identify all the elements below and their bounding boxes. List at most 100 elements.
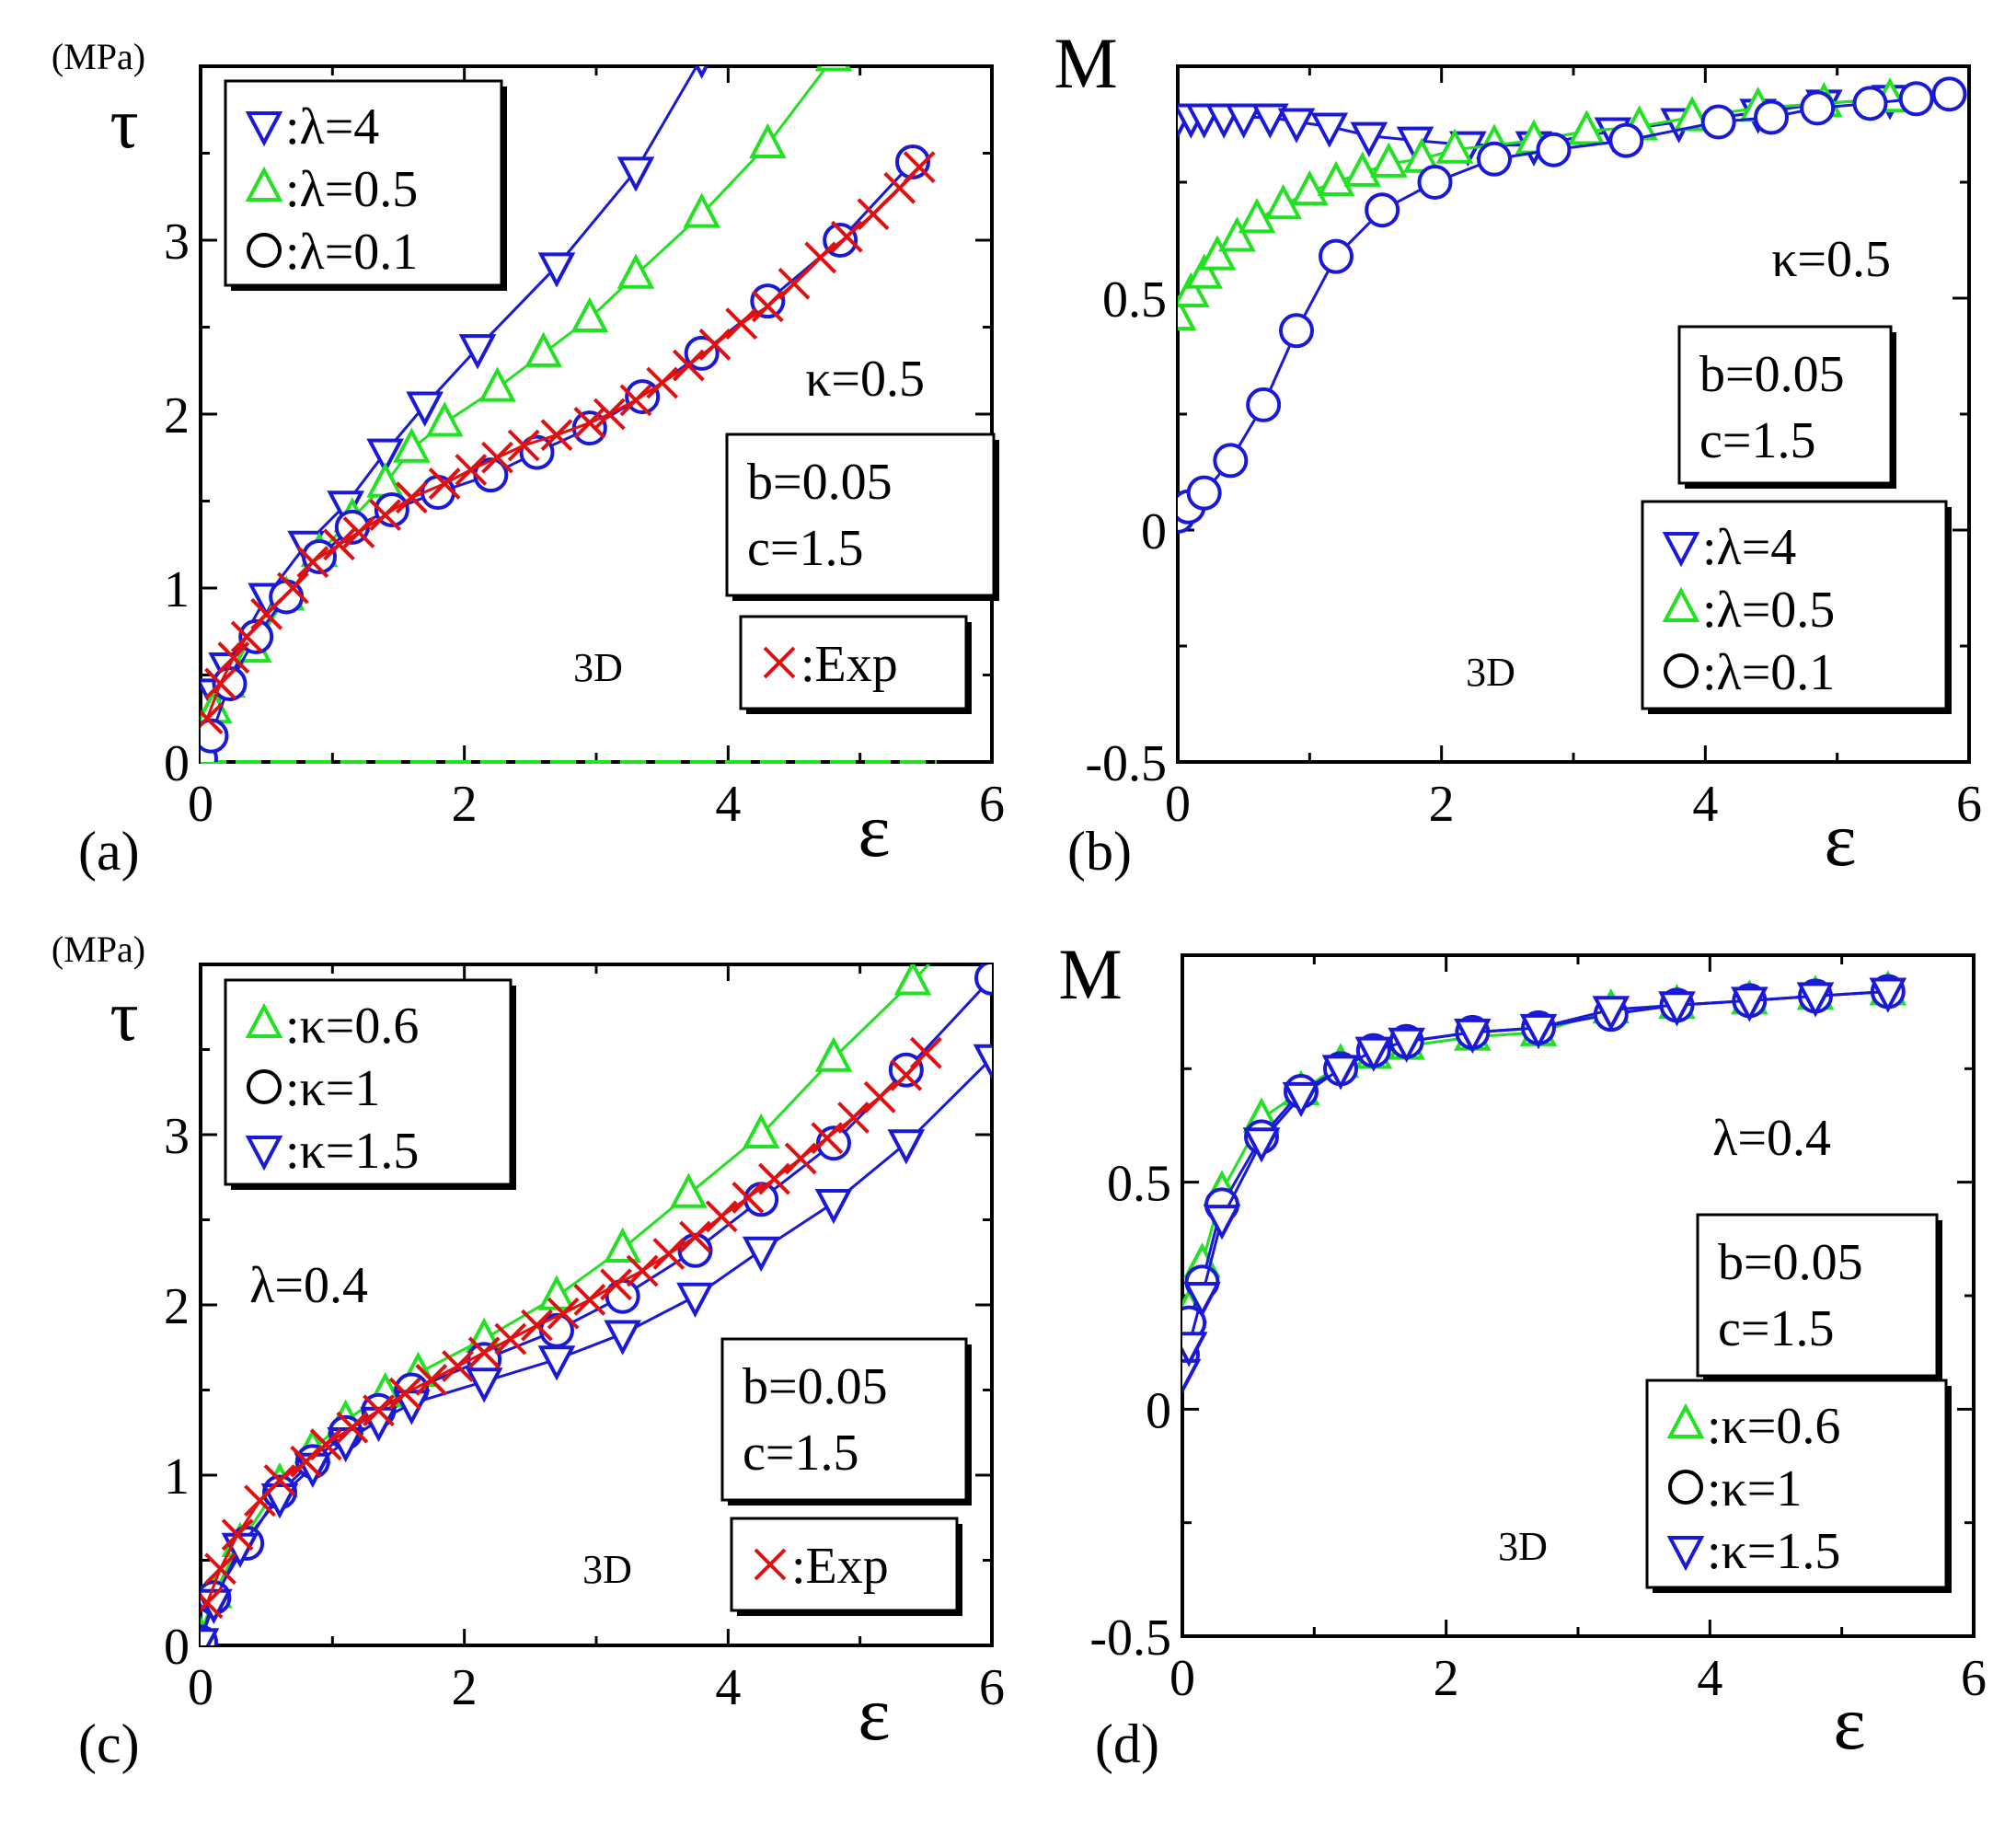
data-point <box>811 1122 844 1155</box>
legend-label: :κ=1.5 <box>1707 1523 1840 1580</box>
legend-label: :κ=1.5 <box>285 1123 419 1180</box>
annotation-parameter: κ=0.5 <box>805 351 925 408</box>
data-point <box>676 1282 714 1319</box>
data-point <box>888 1052 924 1088</box>
y-tick-label: 2 <box>164 1278 190 1335</box>
data-point <box>201 1586 224 1620</box>
data-point <box>406 391 444 427</box>
data-point <box>1279 313 1314 349</box>
y-tick-label: 1 <box>164 561 190 618</box>
y-tick-label: 0 <box>164 1619 190 1676</box>
data-point <box>1731 986 1768 1022</box>
legend-label: :Exp <box>801 636 898 693</box>
annotation-parameter: λ=0.4 <box>1712 1110 1831 1167</box>
data-point <box>974 964 992 996</box>
y-axis-label: M <box>1058 934 1122 1014</box>
annotation-parameter: κ=0.5 <box>1771 231 1891 288</box>
data-point <box>521 1309 553 1342</box>
y-tick-label: 1 <box>164 1448 190 1506</box>
data-point <box>670 1172 708 1208</box>
legend-marker <box>1664 653 1699 688</box>
legend-exp: :Exp <box>730 1517 962 1616</box>
params-line: b=0.05 <box>1718 1234 1863 1291</box>
legend-marker <box>245 111 283 147</box>
legend: :λ=4:λ=0.5:λ=0.1 <box>224 79 507 291</box>
data-point <box>830 220 863 253</box>
data-point <box>1800 90 1836 126</box>
data-point <box>619 384 652 417</box>
data-point <box>1568 110 1606 145</box>
x-tick-label: 0 <box>188 1659 213 1716</box>
data-point <box>537 1275 576 1310</box>
data-point <box>1264 183 1302 220</box>
series-group <box>1182 970 1907 1395</box>
params-frame <box>1677 325 1893 485</box>
legend-exp: :Exp <box>739 615 972 714</box>
data-point <box>1238 198 1276 234</box>
data-point <box>221 1518 254 1552</box>
legend-marker <box>1662 532 1700 568</box>
data-point <box>547 1297 580 1330</box>
legend-label: :κ=0.6 <box>285 998 419 1055</box>
params-line: b=0.05 <box>743 1358 888 1415</box>
data-point <box>366 438 404 474</box>
data-point <box>1673 96 1711 132</box>
data-point <box>1536 132 1572 167</box>
data-point <box>804 241 837 274</box>
data-point <box>425 401 464 437</box>
data-point <box>1198 235 1237 271</box>
data-point <box>494 1322 527 1356</box>
data-point <box>1182 1332 1208 1367</box>
data-point <box>750 283 786 319</box>
legend-marker <box>763 646 796 679</box>
panel-label: (a) <box>78 821 140 882</box>
x-tick-label: 4 <box>715 1659 741 1716</box>
data-point <box>909 1036 942 1069</box>
y-tick-label: 0 <box>164 735 190 792</box>
data-point <box>1343 151 1381 187</box>
data-point <box>250 597 283 630</box>
legend: :κ=0.6:κ=1:κ=1.5 <box>224 978 516 1190</box>
y-axis-unit: (MPa) <box>52 929 145 970</box>
legend-marker <box>245 1002 283 1038</box>
data-point <box>1354 1036 1393 1072</box>
data-point <box>593 398 626 431</box>
data-point <box>604 1227 641 1263</box>
panel-label: (d) <box>1095 1713 1159 1774</box>
legend-marker <box>754 1548 787 1581</box>
x-tick-label: 0 <box>188 776 213 833</box>
data-point <box>201 1628 220 1645</box>
chart-panel-a: 0 2 4 6 0 1 2 3τ (MPa) ε (a):λ=4:λ=0.5:λ=0.1:Exp κ=… <box>52 36 1005 882</box>
x-tick-label: 4 <box>1697 1650 1722 1707</box>
x-axis-label: ε <box>1824 797 1856 883</box>
data-point <box>1796 982 1835 1018</box>
panel-label: (c) <box>78 1713 140 1774</box>
legend-label: :κ=0.6 <box>1707 1398 1840 1455</box>
data-point <box>1225 103 1262 139</box>
x-tick-label: 0 <box>1165 776 1191 833</box>
series-line <box>201 964 931 1638</box>
dimension-label: 3D <box>573 645 623 690</box>
data-point <box>217 641 250 675</box>
data-point <box>323 528 355 561</box>
data-point <box>1477 141 1512 177</box>
data-point <box>507 429 540 462</box>
data-point <box>1898 81 1934 117</box>
data-point <box>1182 1358 1202 1395</box>
x-axis-label: ε <box>858 788 890 873</box>
data-point <box>652 1238 685 1270</box>
data-point <box>814 1036 853 1072</box>
x-tick-label: 4 <box>715 776 741 833</box>
data-point <box>336 1411 369 1444</box>
legend-label: :κ=1 <box>1707 1460 1802 1517</box>
series-group <box>1178 76 1967 534</box>
data-point <box>698 328 732 361</box>
data-point <box>481 441 513 474</box>
data-point <box>260 1483 299 1519</box>
data-point <box>204 667 236 700</box>
y-axis-label: τ <box>109 83 138 163</box>
legend-marker <box>1666 1402 1705 1438</box>
data-point <box>570 296 609 333</box>
data-point <box>1370 142 1408 178</box>
data-point <box>1183 1282 1221 1318</box>
